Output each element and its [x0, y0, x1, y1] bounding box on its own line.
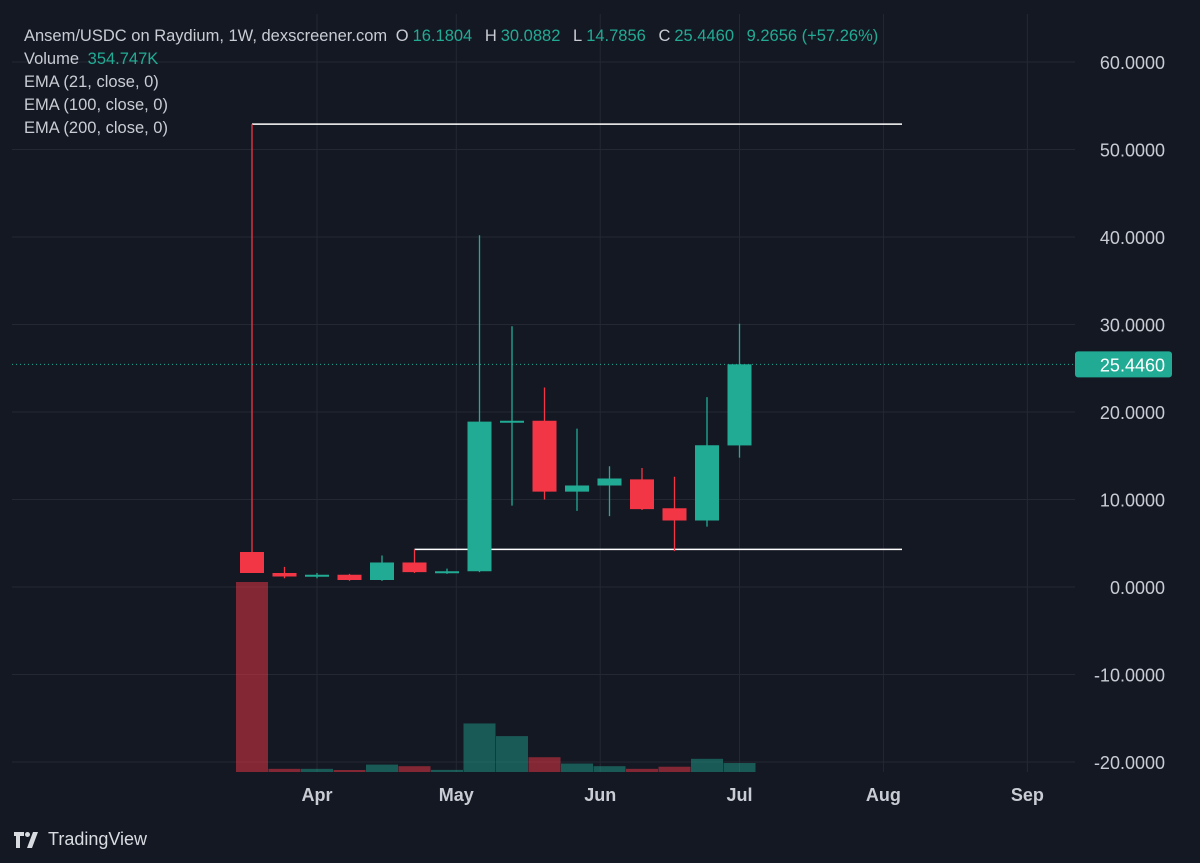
candle-body[interactable] [695, 445, 719, 521]
brand-name: TradingView [48, 829, 148, 849]
volume-bar[interactable] [333, 770, 366, 772]
volume-bar[interactable] [236, 582, 268, 772]
last-price-badge [1075, 351, 1172, 378]
high-value: 30.0882 [500, 27, 561, 45]
candle-body[interactable] [500, 420, 524, 423]
chart-legend: Ansem/USDC on Raydium, 1W, dexscreener.c… [24, 25, 882, 140]
x-tick-label: Apr [302, 785, 333, 805]
low-label: L [573, 27, 583, 45]
volume-bar[interactable] [268, 768, 301, 772]
volume-bar[interactable] [723, 763, 756, 772]
volume-bar[interactable] [528, 757, 561, 772]
x-tick-label: Jul [726, 785, 752, 805]
volume-bar[interactable] [658, 766, 691, 772]
candle-body[interactable] [727, 364, 752, 446]
x-tick-label: May [439, 785, 474, 805]
volume-bar[interactable] [301, 768, 333, 772]
volume-bar[interactable] [626, 768, 658, 772]
symbol-label[interactable]: Ansem/USDC on Raydium, 1W, dexscreener.c… [24, 27, 388, 45]
open-label: O [395, 27, 409, 45]
y-tick-label: 0.0000 [1110, 578, 1165, 598]
change-value: 9.2656 (+57.26%) [746, 27, 879, 45]
tradingview-icon [14, 831, 38, 848]
candle-body[interactable] [305, 574, 329, 577]
close-label: C [658, 27, 671, 45]
volume-bar[interactable] [496, 736, 528, 772]
candle-body[interactable] [630, 479, 654, 510]
candle-body[interactable] [565, 485, 589, 492]
ema-200-row[interactable]: EMA (200, close, 0) [24, 119, 168, 137]
candle-body[interactable] [240, 552, 264, 573]
candle-body[interactable] [532, 420, 557, 492]
volume-bar[interactable] [431, 769, 463, 772]
x-tick-label: Jun [584, 785, 616, 805]
y-tick-label: 50.0000 [1100, 141, 1165, 161]
y-tick-label: 60.0000 [1100, 53, 1165, 73]
close-value: 25.4460 [674, 27, 735, 45]
ema-100-row[interactable]: EMA (100, close, 0) [24, 96, 168, 114]
candle-body[interactable] [402, 562, 427, 573]
plot-area [12, 14, 1075, 772]
high-label: H [484, 27, 497, 45]
volume-bar[interactable] [398, 766, 431, 772]
ema-21-row[interactable]: EMA (21, close, 0) [24, 73, 159, 91]
volume-value: 354.747K [87, 50, 159, 68]
y-tick-label: 40.0000 [1100, 228, 1165, 248]
volume-bar[interactable] [561, 763, 593, 772]
candle-body[interactable] [370, 562, 394, 581]
y-tick-label: -10.0000 [1094, 666, 1165, 686]
candle-body[interactable] [272, 573, 297, 577]
volume-bar[interactable] [366, 764, 398, 772]
y-tick-label: 20.0000 [1100, 403, 1165, 423]
ohlc-row: Ansem/USDC on Raydium, 1W, dexscreener.c… [24, 25, 882, 48]
candle-body[interactable] [597, 478, 622, 486]
volume-bar[interactable] [463, 723, 496, 772]
volume-row[interactable]: Volume 354.747K [24, 48, 882, 71]
y-tick-label: 10.0000 [1100, 491, 1165, 511]
last-price-label: 25.4460 [1100, 355, 1165, 375]
volume-bar[interactable] [691, 758, 723, 772]
volume-label: Volume [24, 50, 80, 68]
candle-body[interactable] [662, 508, 687, 521]
candle-body[interactable] [435, 571, 459, 574]
tradingview-logo[interactable]: TradingView [14, 829, 147, 850]
open-value: 16.1804 [412, 27, 473, 45]
low-value: 14.7856 [586, 27, 646, 45]
volume-bar[interactable] [593, 766, 626, 772]
y-tick-label: 30.0000 [1100, 316, 1165, 336]
y-tick-label: -20.0000 [1094, 753, 1165, 773]
candle-body[interactable] [337, 574, 362, 580]
x-tick-label: Sep [1011, 785, 1044, 805]
candle-body[interactable] [467, 421, 492, 572]
x-tick-label: Aug [866, 785, 901, 805]
